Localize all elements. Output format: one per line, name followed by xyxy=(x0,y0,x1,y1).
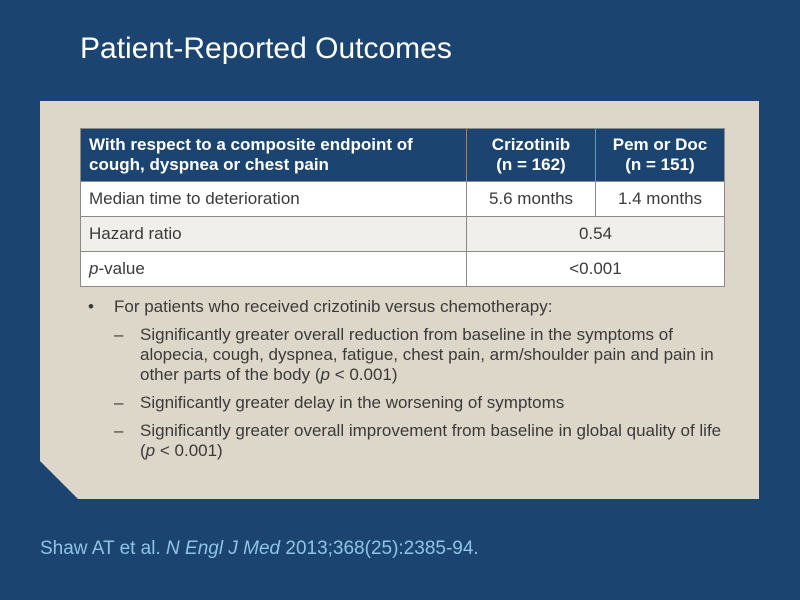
sub-bullet-item: – Significantly greater overall reductio… xyxy=(114,325,728,385)
table-row: Hazard ratio 0.54 xyxy=(81,217,725,252)
p-italic: p xyxy=(145,441,156,460)
bullet-marker: • xyxy=(88,297,94,316)
header-pem-doc-n: (n = 151) xyxy=(625,155,695,174)
p-italic: p xyxy=(320,365,330,384)
bullet-text: For patients who received crizotinib ver… xyxy=(114,297,553,316)
outcomes-table: With respect to a composite endpoint of … xyxy=(80,128,725,287)
sub-bullet-marker: – xyxy=(114,393,124,412)
sub-bullet-list: – Significantly greater overall reductio… xyxy=(88,325,728,461)
header-endpoint: With respect to a composite endpoint of … xyxy=(81,129,467,182)
p-value-label-rest: -value xyxy=(98,259,145,278)
citation: Shaw AT et al. N Engl J Med 2013;368(25)… xyxy=(40,538,479,560)
p-italic: p xyxy=(89,259,99,278)
sub-bullet-marker: – xyxy=(114,325,124,344)
pem-doc-value: 1.4 months xyxy=(596,182,725,217)
citation-authors: Shaw AT et al. xyxy=(40,538,167,559)
header-crizotinib-n: (n = 162) xyxy=(496,155,566,174)
text-part: Significantly greater overall reduction … xyxy=(140,325,714,384)
bullet-list: • For patients who received crizotinib v… xyxy=(88,297,728,469)
citation-journal: N Engl J Med xyxy=(166,538,281,559)
content-panel: With respect to a composite endpoint of … xyxy=(40,101,759,499)
sub-bullet-item: – Significantly greater delay in the wor… xyxy=(114,393,728,413)
text-part: < 0.001) xyxy=(329,365,398,384)
crizotinib-value: 5.6 months xyxy=(467,182,596,217)
header-pem-doc-name: Pem or Doc xyxy=(612,135,708,155)
header-crizotinib: Crizotinib (n = 162) xyxy=(467,129,596,182)
slide-title: Patient-Reported Outcomes xyxy=(80,32,452,65)
sub-bullet-marker: – xyxy=(114,421,124,440)
sub-bullet-text: Significantly greater delay in the worse… xyxy=(140,393,565,412)
header-crizotinib-name: Crizotinib xyxy=(491,135,571,155)
hazard-ratio-value: 0.54 xyxy=(467,217,725,252)
sub-bullet-text: Significantly greater overall reduction … xyxy=(140,325,728,385)
table-row: p-value <0.001 xyxy=(81,252,725,287)
text-part: Significantly greater overall improvemen… xyxy=(140,421,722,460)
header-pem-doc: Pem or Doc (n = 151) xyxy=(596,129,725,182)
row-label: Hazard ratio xyxy=(81,217,467,252)
text-part: < 0.001) xyxy=(155,441,223,460)
p-value: <0.001 xyxy=(467,252,725,287)
bullet-item: • For patients who received crizotinib v… xyxy=(88,297,728,317)
row-label: Median time to deterioration xyxy=(81,182,467,217)
row-label: p-value xyxy=(81,252,467,287)
sub-bullet-text: Significantly greater overall improvemen… xyxy=(140,421,728,461)
sub-bullet-item: – Significantly greater overall improvem… xyxy=(114,421,728,461)
table-header-row: With respect to a composite endpoint of … xyxy=(81,129,725,182)
citation-details: 2013;368(25):2385-94. xyxy=(280,538,479,559)
table-row: Median time to deterioration 5.6 months … xyxy=(81,182,725,217)
